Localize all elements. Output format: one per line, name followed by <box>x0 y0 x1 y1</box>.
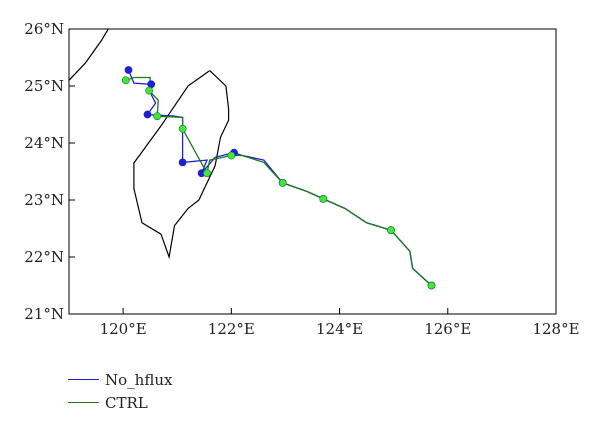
series-point-ctrl-7 <box>319 194 328 203</box>
series-point-ctrl-8 <box>387 226 395 235</box>
x-tick-label-1: 122°E <box>208 320 255 338</box>
legend-item-ctrl: CTRL <box>68 391 172 414</box>
series-point-ctrl-2 <box>153 112 162 121</box>
y-tick-label-5: 26°N <box>24 20 64 38</box>
x-tick-label-4: 128°E <box>532 320 579 338</box>
series-point-no-hflux-3 <box>178 158 187 167</box>
coastline-taiwan <box>133 70 230 260</box>
series-point-ctrl-3 <box>178 124 187 133</box>
legend-item-no-hflux: No_hflux <box>68 368 172 391</box>
plot-frame <box>68 28 557 315</box>
series-point-no-hflux-0 <box>124 66 133 74</box>
track-layer <box>121 66 436 290</box>
series-point-no-hflux-2 <box>143 110 152 119</box>
series-point-ctrl-6 <box>278 178 287 187</box>
y-tick-label-0: 21°N <box>24 305 64 323</box>
series-line-ctrl <box>125 76 432 286</box>
y-tick-label-3: 24°N <box>24 134 64 152</box>
y-tick-label-4: 25°N <box>24 77 64 95</box>
series-point-ctrl-0 <box>121 76 130 85</box>
series-point-ctrl-1 <box>145 86 153 95</box>
series-line-no-hflux <box>127 69 432 286</box>
legend: No_hflux CTRL <box>68 368 172 414</box>
y-tick-label-2: 23°N <box>24 191 64 209</box>
y-tick-label-1: 22°N <box>24 248 64 266</box>
x-tick-label-2: 124°E <box>316 320 363 338</box>
legend-label-no-hflux: No_hflux <box>105 370 173 389</box>
x-tick-label-0: 120°E <box>100 320 147 338</box>
series-point-ctrl-4 <box>203 169 211 178</box>
legend-label-ctrl: CTRL <box>105 393 148 412</box>
series-point-ctrl-5 <box>227 151 236 160</box>
coastline-mainland-coast <box>69 29 109 81</box>
x-tick-label-3: 126°E <box>424 320 471 338</box>
series-point-ctrl-9 <box>427 281 436 290</box>
legend-swatch-no-hflux <box>68 379 99 380</box>
axis-layer: 120°E 122°E 124°E 126°E 128°E 21°N 22°N 23°N 24°… <box>24 20 579 338</box>
legend-swatch-ctrl <box>68 402 99 403</box>
coastline-layer <box>69 29 230 260</box>
